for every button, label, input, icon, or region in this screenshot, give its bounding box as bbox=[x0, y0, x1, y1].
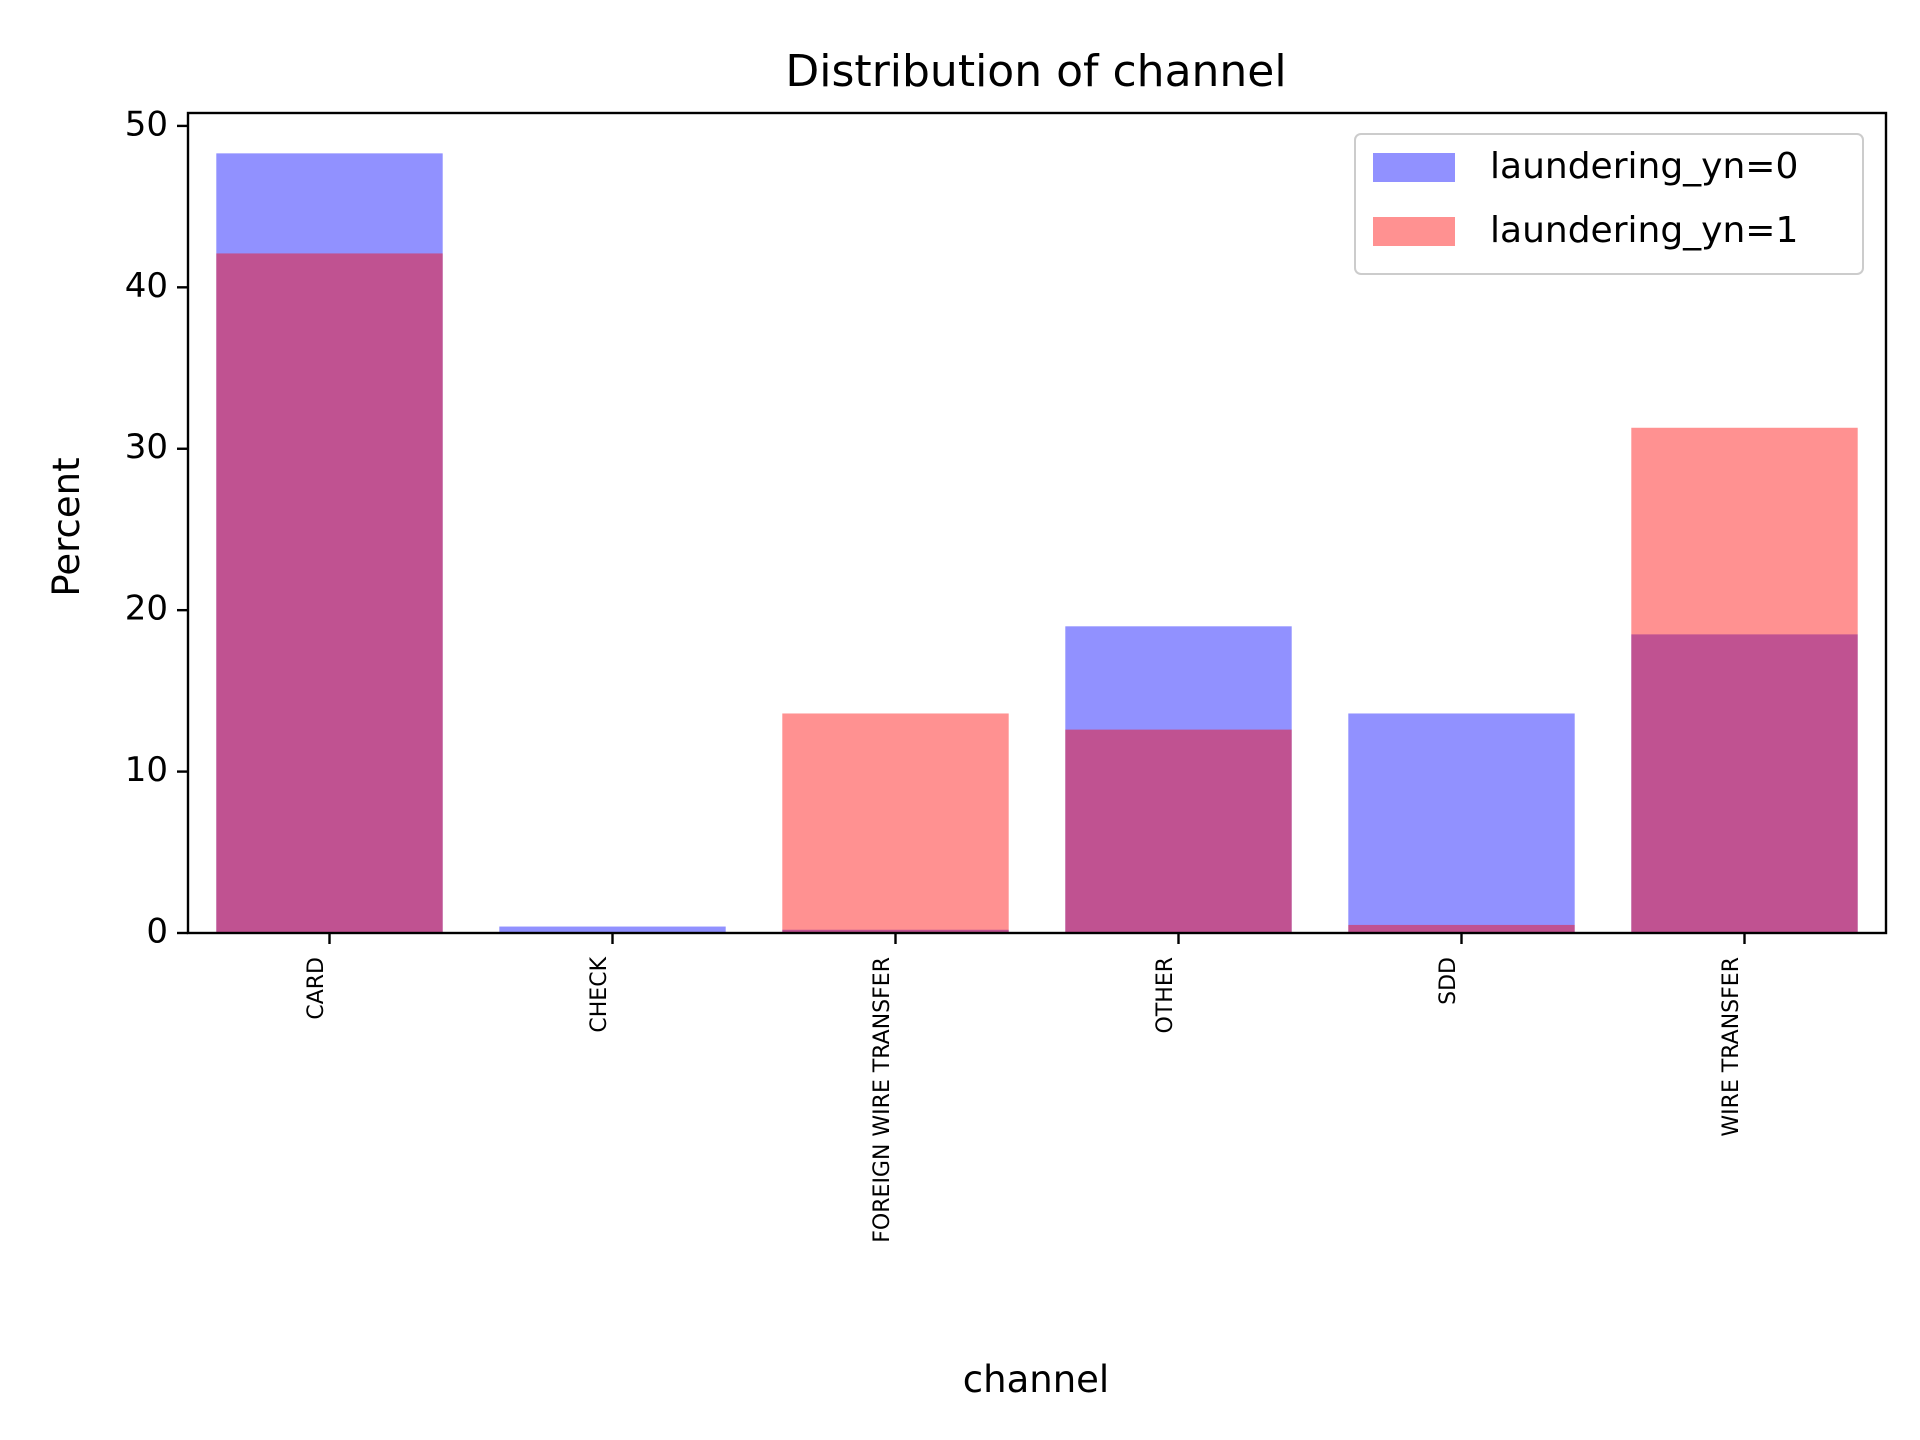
bar-s0-card bbox=[216, 153, 443, 934]
bars-layer bbox=[216, 153, 1858, 934]
legend-label-0: laundering_yn=0 bbox=[1490, 146, 1798, 187]
bar-s0-wire-transfer bbox=[1631, 634, 1858, 933]
bar-s1-card bbox=[216, 253, 443, 933]
bar-s0-sdd bbox=[1348, 713, 1575, 933]
x-axis: CARD CHECK FOREIGN WIRE TRANSFER OTHER SDD WI… bbox=[304, 933, 1746, 1243]
x-tick-label-other: OTHER bbox=[1153, 957, 1178, 1033]
bar-s1-sdd bbox=[1348, 924, 1575, 933]
bar-s0-other bbox=[1065, 626, 1292, 933]
legend-label-1: laundering_yn=1 bbox=[1490, 210, 1798, 251]
y-axis-label: Percent bbox=[45, 457, 88, 596]
legend: laundering_yn=0 laundering_yn=1 bbox=[1354, 133, 1864, 275]
bar-s0-check bbox=[499, 926, 726, 933]
y-tick-label-40: 40 bbox=[125, 266, 168, 306]
y-tick-label-20: 20 bbox=[125, 589, 168, 629]
y-tick-label-0: 0 bbox=[146, 912, 168, 952]
legend-box bbox=[1354, 133, 1864, 275]
bar-s0-foreign-wire-transfer bbox=[782, 929, 1009, 933]
chart-title: Distribution of channel bbox=[785, 46, 1286, 97]
x-tick-label-sdd: SDD bbox=[1436, 957, 1461, 1005]
bar-s1-wire-transfer bbox=[1631, 427, 1858, 933]
legend-swatch-0 bbox=[1373, 153, 1455, 182]
bar-s1-foreign-wire-transfer bbox=[782, 713, 1009, 933]
x-tick-label-foreign-wire-transfer: FOREIGN WIRE TRANSFER bbox=[870, 957, 895, 1243]
x-tick-label-wire-transfer: WIRE TRANSFER bbox=[1719, 957, 1744, 1137]
bar-s1-other bbox=[1065, 729, 1292, 933]
x-tick-label-card: CARD bbox=[304, 957, 329, 1020]
y-axis: 0 10 20 30 40 50 bbox=[125, 104, 188, 952]
y-tick-label-10: 10 bbox=[125, 750, 168, 790]
x-axis-label: channel bbox=[963, 1358, 1109, 1401]
y-tick-label-50: 50 bbox=[125, 104, 168, 144]
plot-frame bbox=[186, 111, 1888, 935]
y-tick-label-30: 30 bbox=[125, 427, 168, 467]
x-tick-label-check: CHECK bbox=[587, 956, 612, 1032]
legend-swatch-1 bbox=[1373, 217, 1455, 246]
